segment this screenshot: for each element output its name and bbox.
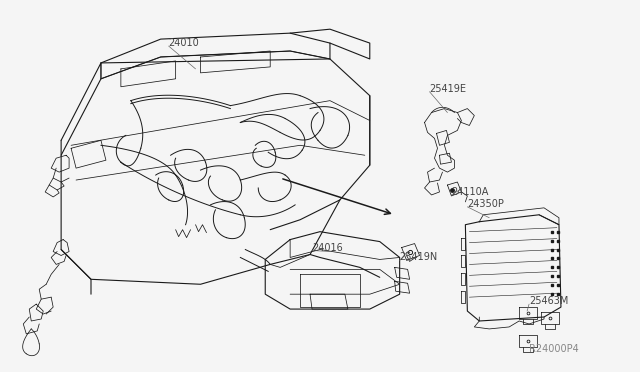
Text: 25419E: 25419E [429, 84, 467, 94]
Text: 25419N: 25419N [399, 253, 438, 263]
Text: 24110A: 24110A [451, 187, 489, 197]
Text: R24000P4: R24000P4 [529, 344, 579, 354]
Text: 25463M: 25463M [529, 296, 568, 306]
Text: 24016: 24016 [312, 243, 343, 253]
Text: 24010: 24010 [169, 38, 200, 48]
Text: 24350P: 24350P [467, 199, 504, 209]
